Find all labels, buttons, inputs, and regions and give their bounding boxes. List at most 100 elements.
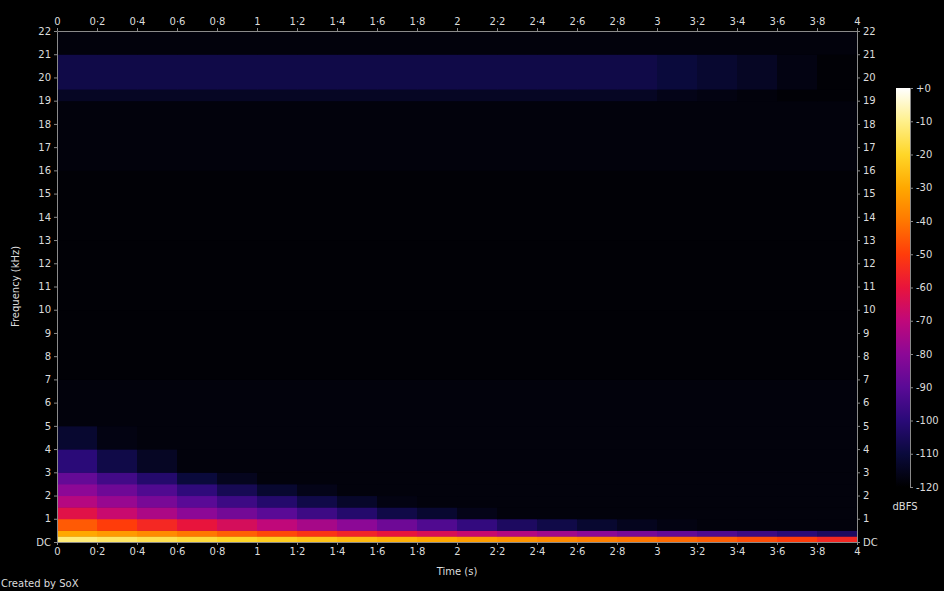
tick-label: 4 [854, 546, 860, 557]
tick: 0·4 [130, 16, 146, 31]
cell [177, 449, 218, 473]
cell [697, 530, 738, 536]
cell [137, 31, 178, 55]
cell [137, 310, 178, 380]
tick-mark [417, 542, 418, 545]
tick-mark [777, 28, 778, 31]
tick-label: -50 [916, 249, 932, 260]
cell [417, 31, 458, 55]
cell [417, 536, 458, 542]
cell [97, 89, 138, 101]
tick-label: 1·8 [410, 546, 426, 557]
cell [777, 426, 818, 450]
colorbar [896, 88, 910, 487]
cell [57, 530, 98, 536]
cell [137, 54, 178, 89]
cell [457, 496, 498, 508]
tick-mark [817, 28, 818, 31]
tick: 0 [54, 16, 60, 31]
tick-label: -20 [916, 149, 932, 160]
cell [537, 379, 578, 426]
cell [657, 519, 698, 531]
tick-mark [857, 194, 860, 195]
cell [497, 496, 538, 508]
tick-label: 5 [863, 421, 869, 432]
axis-line [57, 32, 58, 543]
cell [497, 536, 538, 542]
annotation: Created by SoX [1, 578, 79, 589]
cell [137, 89, 178, 101]
cell [97, 530, 138, 536]
tick-mark [54, 124, 57, 125]
tick-label: 1·4 [330, 16, 346, 27]
cell [577, 426, 618, 450]
cell [497, 507, 538, 519]
tick: 3·6 [770, 542, 786, 557]
tick-label: 16 [863, 165, 876, 176]
tick: 3·4 [730, 542, 746, 557]
cell [297, 484, 338, 496]
tick-label: 4 [863, 444, 869, 455]
cell [617, 310, 658, 380]
cell [217, 240, 258, 310]
cell [577, 170, 618, 240]
tick-mark [54, 379, 57, 380]
tick-mark [577, 28, 578, 31]
cell [737, 170, 778, 240]
cell [137, 426, 178, 450]
cell [817, 536, 857, 542]
tick-mark [54, 449, 57, 450]
tick: 2·8 [610, 542, 626, 557]
cell [57, 379, 98, 426]
cell [657, 170, 698, 240]
tick-mark [697, 542, 698, 545]
cell [177, 536, 218, 542]
cell [777, 472, 818, 484]
cell [737, 507, 778, 519]
cell [817, 101, 857, 171]
cell [377, 496, 418, 508]
tick: -60 [910, 282, 932, 293]
cell [697, 89, 738, 101]
cell [817, 170, 857, 240]
tick-label: 0·8 [210, 546, 226, 557]
cell [137, 519, 178, 531]
cell [377, 101, 418, 171]
cell [497, 449, 538, 473]
cell [297, 426, 338, 450]
tick-label: 4 [854, 16, 860, 27]
tick-label: 12 [38, 258, 51, 269]
cell [257, 170, 298, 240]
cell [737, 54, 778, 89]
cell [217, 507, 258, 519]
cell [777, 484, 818, 496]
tick-mark [337, 28, 338, 31]
cell [697, 54, 738, 89]
cell [697, 379, 738, 426]
cell [537, 507, 578, 519]
tick-label: 0·6 [170, 16, 186, 27]
cell [417, 101, 458, 171]
cell [617, 484, 658, 496]
cell [497, 54, 538, 89]
cell [97, 536, 138, 542]
tick-mark [910, 221, 913, 222]
cell [537, 519, 578, 531]
cell [137, 496, 178, 508]
tick-label: 1·8 [410, 16, 426, 27]
tick-label: 1·6 [370, 546, 386, 557]
cell [257, 54, 298, 89]
tick: 17 [38, 142, 57, 153]
tick-label: 2·4 [530, 546, 546, 557]
cell [417, 530, 458, 536]
tick-label: 1·6 [370, 16, 386, 27]
tick: 4 [854, 542, 860, 557]
cell [617, 240, 658, 310]
tick-mark [857, 77, 860, 78]
cell [337, 31, 378, 55]
cell [297, 472, 338, 484]
tick-mark [737, 28, 738, 31]
cell [377, 379, 418, 426]
tick-mark [54, 403, 57, 404]
tick: +0 [910, 83, 931, 94]
